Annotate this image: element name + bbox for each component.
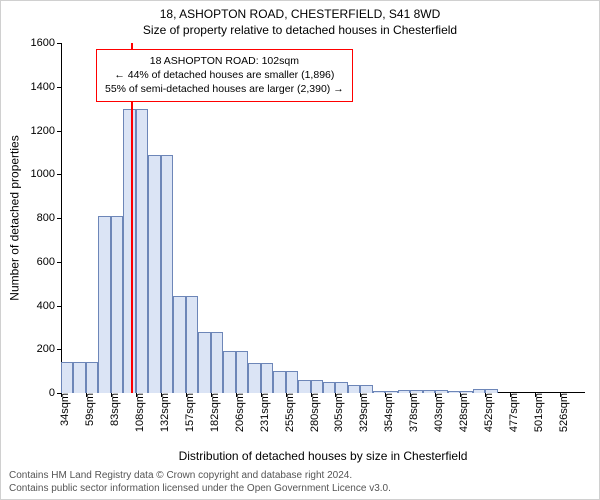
histogram-bar xyxy=(311,380,323,393)
histogram-bar xyxy=(298,380,310,393)
histogram-bar xyxy=(211,332,223,393)
x-tick-label: 157sqm xyxy=(184,393,196,432)
footer-attribution: Contains HM Land Registry data © Crown c… xyxy=(9,469,391,495)
callout-line1: 18 ASHOPTON ROAD: 102sqm xyxy=(105,54,344,68)
histogram-bar xyxy=(223,351,235,393)
x-tick-label: 354sqm xyxy=(383,393,395,432)
histogram-bar xyxy=(323,382,335,393)
footer-line2: Contains public sector information licen… xyxy=(9,482,391,495)
histogram-bar xyxy=(236,351,248,393)
histogram-bar xyxy=(173,296,185,393)
x-tick-label: 34sqm xyxy=(59,393,71,426)
histogram-bar xyxy=(136,109,148,393)
y-tick-mark xyxy=(57,306,61,307)
x-tick-label: 329sqm xyxy=(358,393,370,432)
histogram-bar xyxy=(286,371,298,393)
histogram-bar xyxy=(186,296,198,393)
x-tick-label: 231sqm xyxy=(259,393,271,432)
histogram-bar xyxy=(198,332,210,393)
histogram-bar xyxy=(86,362,98,393)
callout-line3: 55% of semi-detached houses are larger (… xyxy=(105,82,344,96)
x-tick-label: 526sqm xyxy=(558,393,570,432)
y-tick-mark xyxy=(57,174,61,175)
y-tick-mark xyxy=(57,349,61,350)
histogram-bar xyxy=(273,371,285,393)
y-tick-mark xyxy=(57,262,61,263)
x-tick-label: 206sqm xyxy=(234,393,246,432)
histogram-bar xyxy=(335,382,347,393)
histogram-bar xyxy=(123,109,135,393)
x-tick-label: 477sqm xyxy=(508,393,520,432)
x-tick-label: 378sqm xyxy=(408,393,420,432)
x-tick-label: 132sqm xyxy=(159,393,171,432)
x-tick-label: 108sqm xyxy=(134,393,146,432)
histogram-bar xyxy=(61,362,73,393)
histogram-bar xyxy=(261,363,273,393)
y-axis-label: Number of detached properties xyxy=(8,135,22,300)
chart-title: Size of property relative to detached ho… xyxy=(1,23,599,37)
x-tick-label: 83sqm xyxy=(109,393,121,426)
histogram-bar xyxy=(161,155,173,393)
x-tick-label: 452sqm xyxy=(483,393,495,432)
chart-container: 18, ASHOPTON ROAD, CHESTERFIELD, S41 8WD… xyxy=(0,0,600,500)
x-tick-label: 305sqm xyxy=(333,393,345,432)
y-axis-line xyxy=(61,43,62,393)
x-tick-label: 280sqm xyxy=(309,393,321,432)
property-callout: 18 ASHOPTON ROAD: 102sqm← 44% of detache… xyxy=(96,49,353,102)
footer-line1: Contains HM Land Registry data © Crown c… xyxy=(9,469,391,482)
x-axis-label: Distribution of detached houses by size … xyxy=(61,449,585,463)
histogram-bar xyxy=(248,363,260,393)
histogram-bar xyxy=(148,155,160,393)
histogram-bar xyxy=(73,362,85,393)
x-tick-label: 255sqm xyxy=(284,393,296,432)
x-tick-label: 428sqm xyxy=(458,393,470,432)
chart-supertitle: 18, ASHOPTON ROAD, CHESTERFIELD, S41 8WD xyxy=(1,7,599,21)
histogram-bar xyxy=(98,216,110,393)
x-tick-label: 501sqm xyxy=(533,393,545,432)
histogram-bar xyxy=(348,385,360,393)
y-tick-mark xyxy=(57,131,61,132)
x-tick-label: 182sqm xyxy=(209,393,221,432)
y-axis-label-wrap: Number of detached properties xyxy=(7,43,23,393)
x-tick-label: 59sqm xyxy=(84,393,96,426)
histogram-bar xyxy=(111,216,123,393)
y-tick-mark xyxy=(57,43,61,44)
histogram-bar xyxy=(360,385,372,393)
plot-area: 0200400600800100012001400160034sqm59sqm8… xyxy=(61,43,585,393)
y-tick-mark xyxy=(57,87,61,88)
x-tick-label: 403sqm xyxy=(433,393,445,432)
y-tick-mark xyxy=(57,218,61,219)
callout-line2: ← 44% of detached houses are smaller (1,… xyxy=(105,68,344,82)
